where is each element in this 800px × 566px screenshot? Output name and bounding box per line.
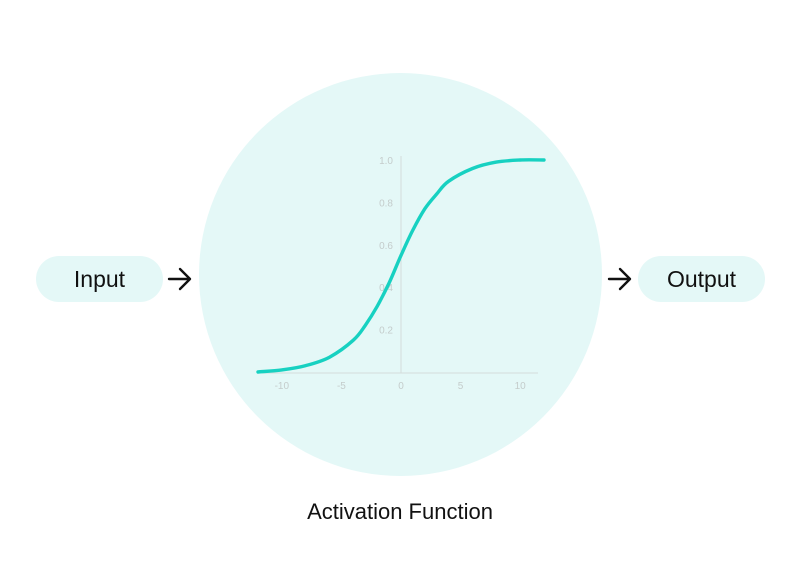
x-tick-label: -5 bbox=[337, 381, 346, 392]
chart-axes bbox=[262, 156, 538, 374]
y-tick-label: 1.0 bbox=[379, 156, 393, 167]
y-tick-label: 0.2 bbox=[379, 326, 393, 337]
arrow-right-icon bbox=[167, 267, 192, 291]
input-label: Input bbox=[73, 265, 126, 292]
activation-curve bbox=[256, 158, 546, 374]
x-tick-label: 10 bbox=[515, 381, 527, 392]
x-tick-label: -10 bbox=[275, 381, 290, 392]
y-tick-label: 0.6 bbox=[379, 241, 393, 252]
chart-series bbox=[256, 158, 546, 374]
output-label: Output bbox=[666, 265, 737, 292]
input-node: Input bbox=[36, 256, 163, 302]
diagram-caption: Activation Function bbox=[307, 499, 493, 524]
arrow-right-icon bbox=[607, 267, 632, 291]
output-node: Output bbox=[638, 256, 765, 302]
x-tick-label: 0 bbox=[398, 381, 404, 392]
x-tick-label: 5 bbox=[458, 381, 464, 392]
chart-ticks: -10 -5 0 5 100.20.40.60.81.0 bbox=[275, 156, 527, 392]
y-tick-label: 0.8 bbox=[379, 198, 393, 209]
